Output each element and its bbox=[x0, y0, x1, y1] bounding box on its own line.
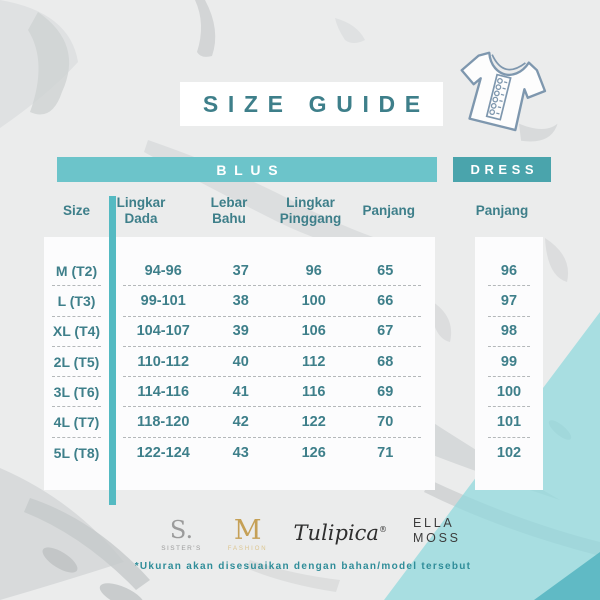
blus-section-band: BLUS bbox=[57, 157, 437, 182]
size-label: XL (T4) bbox=[52, 317, 101, 347]
cell-lebar-bahu: 43 bbox=[232, 444, 249, 461]
cell-lingkar-pinggang: 100 bbox=[301, 292, 326, 309]
cell-lingkar-dada: 114-116 bbox=[137, 383, 190, 400]
table-row: 114-116 41 116 69 bbox=[123, 377, 421, 408]
cell-panjang: 71 bbox=[377, 444, 394, 461]
sisters-wordmark: SISTER'S bbox=[161, 545, 202, 552]
cell-panjang: 67 bbox=[377, 323, 394, 340]
table-row: 104-107 39 106 67 bbox=[123, 317, 421, 347]
column-header-dress-panjang: Panjang bbox=[453, 190, 551, 232]
brand-logos-row: S. SISTER'S M FASHION Tulipica® ELLA MOS… bbox=[0, 502, 600, 552]
table-row: 99-101 38 100 66 bbox=[123, 286, 421, 317]
cell-dress-panjang: 98 bbox=[488, 317, 530, 347]
cell-lingkar-pinggang: 122 bbox=[301, 414, 326, 431]
column-header-lingkar-dada: Lingkar Dada bbox=[116, 195, 166, 226]
blus-column-headers: Lingkar Dada Lebar Bahu Lingkar Pinggang… bbox=[109, 188, 435, 234]
cell-lingkar-dada: 99-101 bbox=[140, 292, 186, 309]
size-label: L (T3) bbox=[52, 286, 101, 317]
cell-panjang: 66 bbox=[377, 292, 394, 309]
cell-lingkar-pinggang: 96 bbox=[305, 262, 322, 279]
cell-panjang: 65 bbox=[377, 262, 394, 279]
fashion-wordmark: FASHION bbox=[227, 546, 268, 552]
size-label: M (T2) bbox=[52, 256, 101, 287]
cell-lebar-bahu: 40 bbox=[232, 353, 249, 370]
cell-lebar-bahu: 42 bbox=[232, 414, 249, 431]
cell-dress-panjang: 100 bbox=[488, 377, 530, 408]
cell-lebar-bahu: 37 bbox=[232, 262, 249, 279]
ella-moss-line2: MOSS bbox=[412, 531, 461, 545]
cell-panjang: 70 bbox=[377, 414, 394, 431]
cell-lebar-bahu: 38 bbox=[232, 292, 249, 309]
table-row: 94-96 37 96 65 bbox=[123, 256, 421, 287]
blus-table-panel: 94-96 37 96 65 99-101 38 100 66 104-107 … bbox=[109, 237, 435, 490]
size-header-label: Size bbox=[62, 203, 90, 219]
cell-lebar-bahu: 39 bbox=[232, 323, 249, 340]
cell-lingkar-pinggang: 116 bbox=[302, 383, 326, 400]
cell-dress-panjang: 102 bbox=[496, 444, 522, 461]
cell-panjang: 69 bbox=[377, 383, 394, 400]
dress-header-label: Panjang bbox=[475, 203, 529, 219]
cell-lingkar-dada: 104-107 bbox=[136, 323, 190, 340]
cell-lebar-bahu: 41 bbox=[232, 383, 249, 400]
cell-lingkar-dada: 118-120 bbox=[137, 414, 190, 431]
tulipica-wordmark: Tulipica bbox=[293, 521, 379, 545]
title-box: SIZE GUIDE bbox=[180, 82, 443, 126]
cell-lingkar-dada: 110-112 bbox=[137, 353, 190, 370]
column-header-size: Size bbox=[44, 190, 109, 232]
brand-fashion-logo: M FASHION bbox=[227, 514, 268, 552]
cell-lingkar-pinggang: 106 bbox=[301, 323, 326, 340]
brand-tulipica-logo: Tulipica® bbox=[294, 521, 387, 552]
column-header-panjang: Panjang bbox=[362, 203, 415, 219]
blouse-icon bbox=[460, 51, 558, 142]
size-label: 5L (T8) bbox=[53, 444, 100, 461]
cell-dress-panjang: 97 bbox=[488, 286, 530, 317]
cell-lingkar-dada: 122-124 bbox=[136, 444, 190, 461]
blus-band-label: BLUS bbox=[216, 161, 286, 178]
cell-panjang: 68 bbox=[377, 353, 394, 370]
cell-lingkar-pinggang: 112 bbox=[302, 353, 326, 370]
sisters-monogram: S. bbox=[169, 516, 194, 545]
size-column-panel: M (T2) L (T3) XL (T4) 2L (T5) 3L (T6) 4L… bbox=[44, 237, 109, 490]
cell-dress-panjang: 101 bbox=[488, 407, 530, 438]
cell-lingkar-pinggang: 126 bbox=[301, 444, 326, 461]
size-label: 2L (T5) bbox=[52, 347, 101, 378]
registered-trademark-symbol: ® bbox=[378, 525, 387, 534]
column-header-lebar-bahu: Lebar Bahu bbox=[210, 195, 248, 226]
footnote-text: *Ukuran akan disesuaikan dengan bahan/mo… bbox=[134, 561, 472, 572]
table-row: 122-124 43 126 71 bbox=[123, 438, 421, 468]
size-label: 3L (T6) bbox=[52, 377, 101, 408]
dress-table-panel: 96 97 98 99 100 101 102 bbox=[475, 237, 543, 490]
dress-band-label: DRESS bbox=[470, 162, 539, 177]
size-label: 4L (T7) bbox=[52, 407, 101, 438]
brand-ella-moss-logo: ELLA MOSS bbox=[413, 516, 461, 552]
cell-dress-panjang: 99 bbox=[488, 347, 530, 378]
table-row: 118-120 42 122 70 bbox=[123, 407, 421, 438]
accent-vertical-bar bbox=[109, 196, 116, 505]
page-title: SIZE GUIDE bbox=[202, 90, 430, 117]
cell-lingkar-dada: 94-96 bbox=[144, 262, 182, 279]
fashion-monogram: M bbox=[233, 514, 262, 546]
column-header-lingkar-pinggang: Lingkar Pinggang bbox=[279, 195, 342, 226]
table-row: 110-112 40 112 68 bbox=[123, 347, 421, 378]
ella-moss-line1: ELLA bbox=[412, 516, 455, 530]
brand-sisters-logo: S. SISTER'S bbox=[161, 516, 202, 552]
cell-dress-panjang: 96 bbox=[488, 256, 530, 287]
dress-section-band: DRESS bbox=[453, 157, 551, 182]
